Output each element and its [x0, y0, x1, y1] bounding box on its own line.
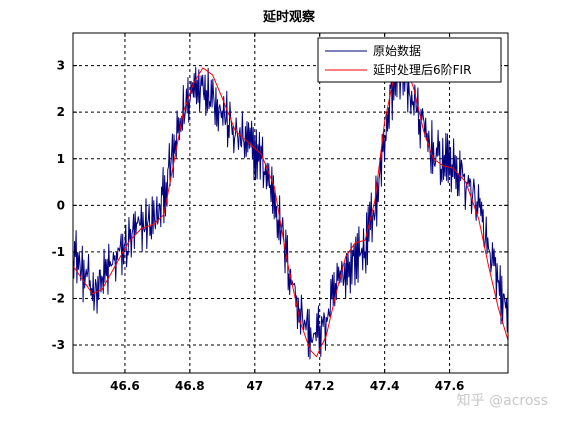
x-tick-label: 47.4: [370, 379, 400, 393]
legend-label-fir: 延时处理后6阶FIR: [373, 63, 471, 77]
series-layer: [72, 38, 509, 360]
y-tick-label: 3: [57, 59, 65, 73]
legend-box: [317, 37, 502, 83]
plot-area: [73, 33, 508, 373]
x-tick-label: 47.2: [305, 379, 335, 393]
y-tick-label: 1: [57, 152, 65, 166]
x-tick-label: 47.6: [435, 379, 465, 393]
ticks: 46.6 46.8 47 47.2 47.4 47.6 -3 -2 -1 0 1 2 3: [52, 33, 508, 393]
x-tick-label: 47: [246, 379, 263, 393]
plot-frame: [72, 32, 509, 374]
x-tick-label: 46.8: [175, 379, 205, 393]
y-tick-label: 2: [57, 105, 65, 119]
chart-title: 延时观察: [262, 9, 316, 25]
x-tick-label: 46.6: [110, 379, 140, 393]
y-tick-label: -3: [52, 338, 65, 352]
watermark-text: 知乎 @across: [457, 392, 548, 409]
y-tick-label: -1: [52, 245, 65, 259]
series-original-line: [72, 38, 509, 360]
legend-label-original: 原始数据: [373, 43, 421, 58]
series-fir-line: [72, 60, 509, 358]
y-tick-label: -2: [52, 291, 65, 305]
y-tick-label: 0: [57, 198, 65, 212]
legend: 原始数据 延时处理后6阶FIR: [317, 37, 502, 83]
